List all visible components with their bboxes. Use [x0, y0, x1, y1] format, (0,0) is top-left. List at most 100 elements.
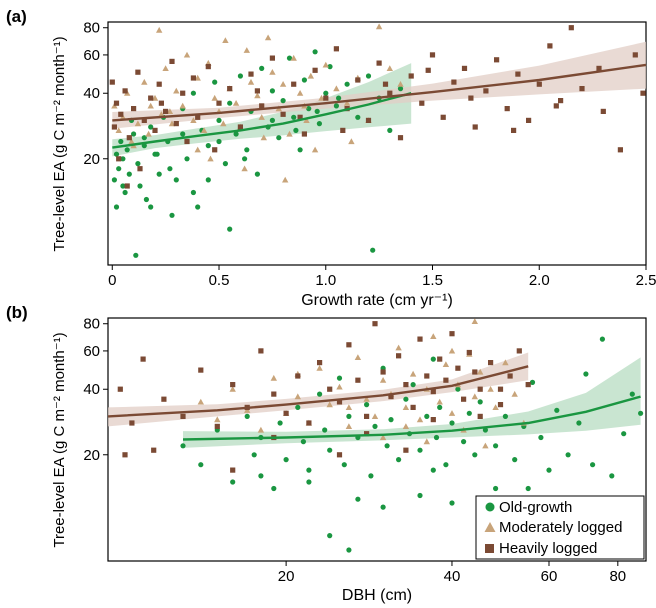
data-point-moderately-logged	[141, 78, 148, 85]
data-point-old-growth	[205, 143, 211, 149]
data-point-moderately-logged	[134, 120, 142, 127]
data-point-heavily-logged	[117, 386, 123, 392]
data-point-old-growth	[269, 88, 275, 94]
data-point-heavily-logged	[553, 103, 559, 109]
data-point-old-growth	[271, 485, 277, 492]
data-point-moderately-logged	[190, 117, 197, 123]
data-point-heavily-logged	[230, 467, 236, 473]
data-point-old-growth	[609, 473, 615, 479]
data-point-old-growth	[430, 356, 436, 362]
data-point-moderately-logged	[156, 26, 163, 33]
data-point-heavily-logged	[161, 396, 167, 402]
data-point-moderately-logged	[151, 94, 159, 101]
data-point-heavily-logged	[327, 386, 333, 392]
x-tick-label: 20	[278, 568, 295, 585]
data-point-heavily-logged	[430, 417, 436, 423]
data-point-heavily-logged	[135, 69, 141, 75]
data-point-old-growth	[529, 379, 536, 385]
data-point-heavily-logged	[336, 399, 343, 405]
data-point-heavily-logged	[323, 95, 329, 101]
data-point-old-growth	[227, 100, 233, 106]
data-point-moderately-logged	[241, 165, 248, 172]
data-point-old-growth	[295, 404, 301, 410]
legend-marker-old-growth	[485, 502, 495, 512]
data-point-heavily-logged	[449, 331, 455, 337]
data-point-old-growth	[124, 147, 130, 153]
data-point-moderately-logged	[307, 72, 314, 79]
data-point-heavily-logged	[388, 394, 394, 400]
data-point-old-growth	[148, 124, 154, 130]
data-point-old-growth	[370, 247, 376, 253]
data-point-old-growth	[180, 443, 186, 449]
data-point-moderately-logged	[311, 146, 319, 153]
data-point-heavily-logged	[372, 321, 378, 327]
data-point-old-growth	[269, 117, 275, 123]
data-point-heavily-logged	[271, 391, 277, 397]
data-point-heavily-logged	[237, 124, 243, 130]
data-point-old-growth	[576, 420, 582, 426]
data-point-old-growth	[233, 131, 239, 137]
panel-a-label: (a)	[6, 7, 27, 26]
data-point-old-growth	[512, 457, 518, 463]
data-point-moderately-logged	[173, 87, 180, 94]
data-point-heavily-logged	[380, 369, 386, 375]
data-point-heavily-logged	[198, 367, 204, 373]
data-point-heavily-logged	[169, 58, 175, 64]
data-point-old-growth	[365, 73, 372, 79]
data-point-moderately-logged	[316, 365, 323, 371]
data-point-heavily-logged	[483, 88, 489, 94]
x-tick-label: 80	[609, 568, 626, 585]
data-point-old-growth	[502, 413, 508, 419]
data-point-heavily-logged	[109, 79, 115, 85]
data-point-old-growth	[184, 156, 190, 162]
data-point-heavily-logged	[424, 373, 430, 379]
data-point-heavily-logged	[547, 43, 553, 49]
data-point-old-growth	[286, 55, 293, 61]
data-point-heavily-logged	[461, 65, 468, 71]
data-point-moderately-logged	[243, 47, 250, 53]
data-point-heavily-logged	[111, 124, 117, 130]
data-point-old-growth	[466, 410, 472, 416]
x-tick-label: 0.5	[209, 272, 230, 289]
data-point-old-growth	[280, 98, 286, 104]
data-point-heavily-logged	[387, 90, 393, 96]
data-point-heavily-logged	[355, 77, 361, 83]
data-point-old-growth	[133, 252, 139, 258]
fit-line-old-growth	[182, 395, 641, 441]
data-point-heavily-logged	[365, 117, 372, 123]
data-point-heavily-logged	[516, 348, 522, 354]
data-point-heavily-logged	[397, 135, 404, 141]
data-point-old-growth	[314, 108, 320, 114]
panel-a-xlabel: Growth rate (cm yr⁻¹)	[301, 292, 453, 309]
data-point-old-growth	[372, 423, 378, 429]
data-point-heavily-logged	[180, 413, 186, 419]
data-point-heavily-logged	[195, 114, 201, 120]
data-point-old-growth	[131, 131, 137, 137]
data-point-old-growth	[424, 413, 430, 419]
data-point-moderately-logged	[194, 146, 201, 153]
data-point-heavily-logged	[333, 46, 339, 52]
x-tick-label: 2.0	[529, 272, 550, 289]
data-point-heavily-logged	[403, 447, 409, 453]
legend-marker-heavily-logged	[485, 544, 494, 553]
data-point-heavily-logged	[269, 55, 275, 61]
data-point-moderately-logged	[194, 74, 201, 81]
data-point-old-growth	[417, 447, 423, 453]
data-point-heavily-logged	[355, 377, 361, 383]
data-point-old-growth	[277, 420, 283, 426]
data-point-old-growth	[327, 447, 333, 453]
data-point-moderately-logged	[477, 368, 484, 375]
data-point-old-growth	[355, 114, 361, 120]
x-tick-label: 1.5	[422, 272, 443, 289]
x-tick-label: 2.5	[636, 272, 656, 289]
data-point-heavily-logged	[497, 386, 504, 392]
legend: Old-growth Moderately logged Heavily log…	[475, 495, 645, 560]
data-point-heavily-logged	[419, 100, 425, 106]
data-point-heavily-logged	[180, 90, 186, 96]
fit-line-heavily-logged	[112, 63, 647, 122]
data-point-moderately-logged	[200, 127, 208, 133]
data-point-moderately-logged	[448, 410, 456, 416]
data-point-heavily-logged	[151, 447, 157, 453]
data-point-moderately-logged	[294, 393, 301, 400]
data-point-heavily-logged	[152, 127, 158, 133]
